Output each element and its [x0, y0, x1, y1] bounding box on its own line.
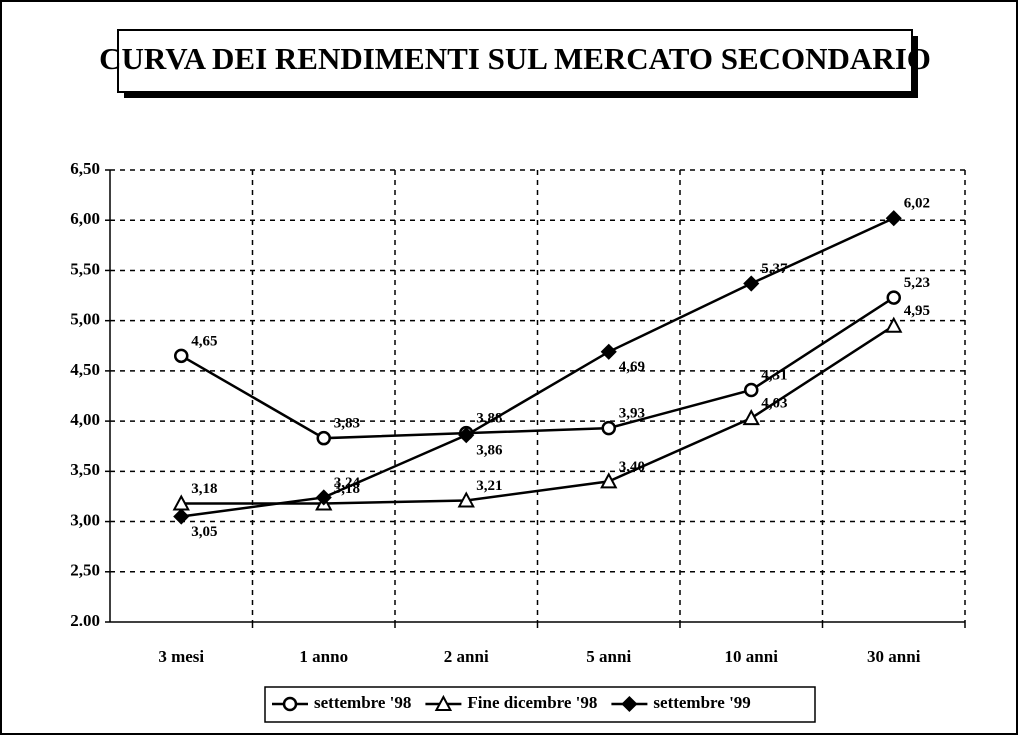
y-tick-label: 3,00 — [70, 510, 100, 529]
line — [181, 217, 895, 518]
y-tick-label: 6,50 — [70, 159, 100, 178]
data-label: 3,21 — [476, 478, 502, 494]
legend-box — [264, 686, 816, 723]
point — [886, 290, 901, 305]
data-label: 6,02 — [904, 196, 930, 212]
y-tick-label: 5,00 — [70, 310, 100, 329]
data-label: 4,65 — [191, 333, 217, 349]
x-tick-label: 30 anni — [867, 647, 921, 666]
x-tick-label: 3 mesi — [158, 647, 204, 666]
data-label: 3,86 — [476, 443, 503, 459]
y-tick-label: 2,50 — [70, 561, 100, 580]
point — [743, 275, 760, 292]
point — [601, 420, 616, 436]
legend-marker — [621, 695, 638, 713]
data-label: 3,88 — [476, 411, 502, 427]
line — [180, 296, 895, 440]
y-tick-label: 5,50 — [70, 259, 100, 278]
y-tick-label: 4,00 — [70, 410, 100, 429]
legend-label: settembre '99 — [653, 693, 750, 712]
x-tick-label: 2 anni — [444, 647, 489, 666]
data-label: 4,69 — [619, 359, 645, 375]
point — [315, 489, 332, 506]
x-tick-label: 1 anno — [299, 647, 348, 666]
point — [600, 343, 617, 360]
y-tick-label: 6,00 — [70, 209, 100, 228]
line — [181, 324, 895, 505]
data-label: 3,24 — [334, 475, 361, 491]
data-label: 3,05 — [191, 524, 217, 540]
y-tick-label: 2.00 — [70, 611, 100, 630]
point — [600, 472, 618, 489]
point — [174, 348, 189, 364]
data-label: 5,23 — [904, 275, 930, 291]
point — [885, 316, 903, 333]
data-label: 3,18 — [191, 481, 217, 497]
chart-title: CURVA DEI RENDIMENTI SUL MERCATO SECONDA… — [99, 41, 931, 76]
x-tick-label: 5 anni — [586, 647, 631, 666]
data-label: 4,03 — [761, 396, 787, 412]
data-label: 3,93 — [619, 406, 645, 422]
data-label: 3,40 — [619, 459, 645, 475]
point — [885, 210, 902, 227]
data-label: 5,37 — [761, 261, 788, 277]
legend-marker — [434, 694, 453, 711]
point — [457, 491, 475, 508]
y-tick-label: 4,50 — [70, 360, 100, 379]
legend-label: settembre '98 — [314, 693, 411, 712]
legend-label: Fine dicembre '98 — [467, 693, 597, 712]
point — [744, 382, 759, 398]
data-label: 3,83 — [334, 416, 360, 432]
y-tick-label: 3,50 — [70, 460, 100, 479]
point — [742, 408, 760, 426]
legend-marker — [282, 696, 298, 712]
data-label: 4,31 — [761, 367, 787, 383]
data-label: 4,95 — [904, 303, 930, 319]
point — [316, 430, 331, 446]
title-box — [117, 29, 913, 93]
point — [458, 427, 475, 444]
point — [173, 508, 190, 525]
x-tick-label: 10 anni — [725, 647, 779, 666]
